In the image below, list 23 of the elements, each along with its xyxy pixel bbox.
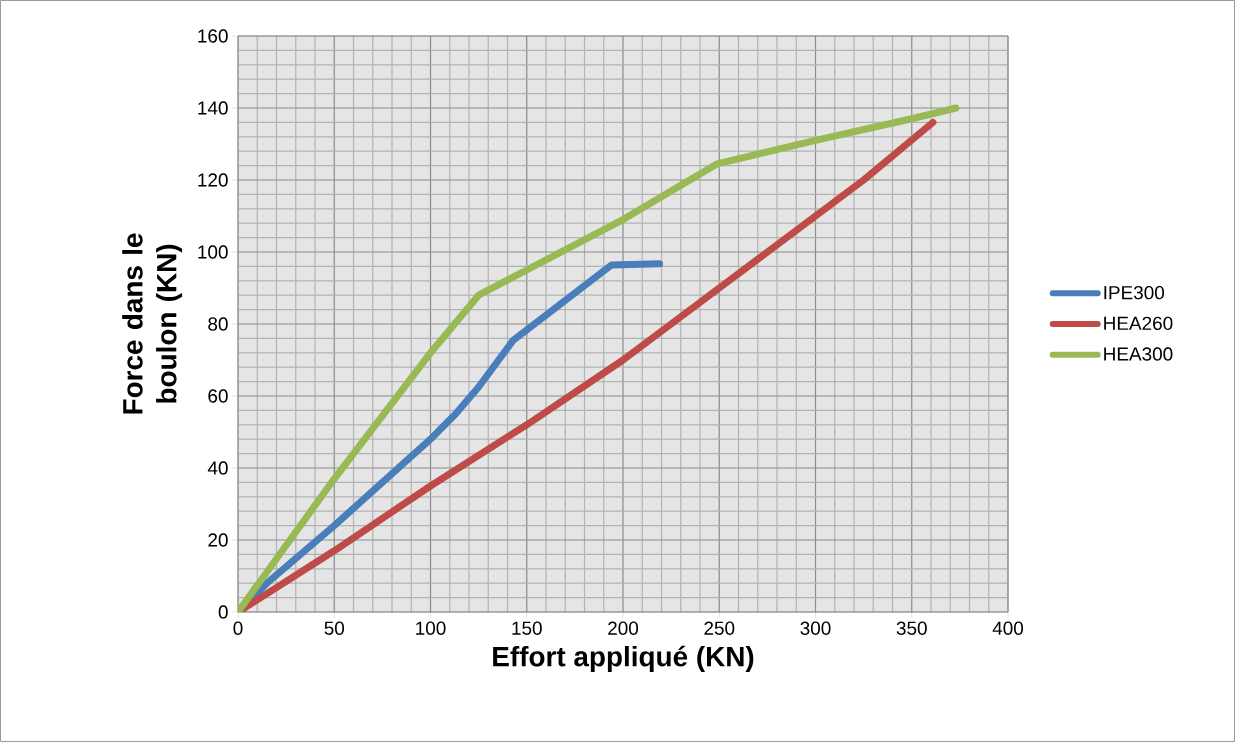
- y-tick-label: 0: [218, 605, 228, 619]
- x-tick-label: 400: [992, 621, 1024, 635]
- legend-label: HEA260: [1104, 316, 1173, 331]
- y-tick-label: 40: [207, 461, 228, 475]
- x-tick-label: 350: [896, 621, 927, 635]
- x-tick-label: 0: [233, 621, 243, 635]
- legend-label: IPE300: [1104, 285, 1165, 300]
- y-tick-label: 140: [198, 101, 228, 115]
- y-tick-label: 80: [208, 317, 228, 331]
- x-tick-label: 50: [324, 621, 345, 635]
- y-tick-label: 60: [208, 389, 228, 403]
- y-tick-label: 100: [198, 245, 228, 259]
- y-axis-title: Force dans le boulon (KN): [122, 233, 183, 414]
- x-axis-title: Effort appliqué (KN): [493, 645, 754, 672]
- x-tick-label: 150: [512, 621, 542, 635]
- y-tick-label: 120: [198, 173, 228, 187]
- x-tick-label: 250: [704, 621, 735, 635]
- legend-label: HEA300: [1104, 347, 1173, 361]
- x-tick-label: 100: [416, 621, 446, 635]
- x-tick-label: 300: [800, 621, 831, 635]
- x-tick-label: 200: [608, 621, 639, 635]
- y-tick-label: 20: [208, 533, 228, 547]
- y-tick-label: 160: [198, 29, 228, 43]
